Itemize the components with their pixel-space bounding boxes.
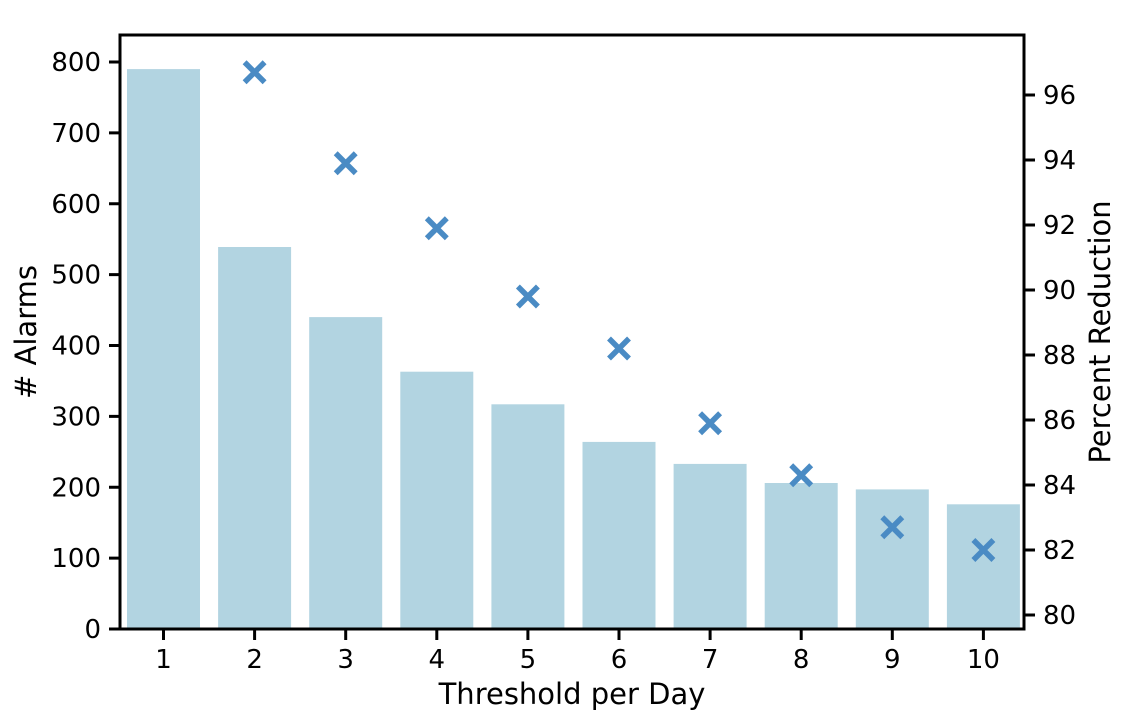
x-axis-tick-label: 4 bbox=[429, 645, 446, 675]
alarms-bars-layer bbox=[127, 69, 1020, 630]
percent-reduction-marker bbox=[789, 463, 814, 488]
percent-reduction-marker bbox=[607, 336, 631, 361]
percent-reduction-marker bbox=[242, 60, 267, 85]
plot-frame bbox=[118, 33, 1026, 631]
right-axis-tick-label: 90 bbox=[1043, 276, 1076, 306]
percent-reduction-marker bbox=[424, 216, 449, 241]
alarms-bar bbox=[309, 317, 383, 629]
x-axis-tick-label: 3 bbox=[337, 645, 354, 675]
percent-reduction-marker bbox=[971, 538, 996, 562]
left-axis-ticks: 0 100 200 300 400 500 600 700 800 bbox=[51, 48, 120, 645]
x-axis-label: Threshold per Day bbox=[438, 677, 706, 711]
alarms-bar bbox=[764, 483, 838, 629]
x-axis-tick-label: 8 bbox=[793, 645, 810, 675]
left-axis-tick-label: 500 bbox=[51, 261, 101, 291]
alarms-bar bbox=[855, 489, 929, 629]
x-axis-tick-label: 2 bbox=[246, 645, 263, 675]
x-axis-tick-label: 1 bbox=[155, 645, 172, 675]
right-axis-tick-label: 88 bbox=[1043, 341, 1076, 371]
x-axis-tick-label: 7 bbox=[702, 645, 719, 675]
x-axis-tick-label: 10 bbox=[967, 645, 1000, 675]
percent-reduction-marker bbox=[698, 411, 723, 436]
alarms-bar bbox=[400, 371, 474, 629]
percent-reduction-markers-layer bbox=[242, 60, 996, 562]
alarms-bar bbox=[491, 404, 565, 629]
right-y-axis-label: Percent Reduction bbox=[1083, 200, 1117, 463]
x-axis-tick-label: 9 bbox=[884, 645, 901, 675]
right-axis-tick-label: 80 bbox=[1043, 601, 1076, 631]
percent-reduction-marker bbox=[515, 284, 540, 309]
left-axis-tick-label: 0 bbox=[84, 615, 101, 645]
alarms-bar bbox=[582, 441, 656, 629]
percent-reduction-marker bbox=[333, 151, 358, 176]
x-axis-tick-label: 5 bbox=[520, 645, 537, 675]
left-y-axis-label: # Alarms bbox=[9, 265, 43, 399]
right-axis-tick-label: 96 bbox=[1043, 81, 1076, 111]
alarms-bar bbox=[946, 504, 1020, 629]
left-axis-tick-label: 200 bbox=[51, 473, 101, 503]
right-axis-tick-label: 94 bbox=[1043, 146, 1076, 176]
alarms-bar bbox=[673, 463, 747, 629]
x-axis-tick-label: 6 bbox=[611, 645, 628, 675]
alarms-bar bbox=[127, 69, 200, 630]
right-axis-tick-label: 82 bbox=[1043, 536, 1076, 566]
left-axis-tick-label: 800 bbox=[51, 48, 101, 78]
percent-reduction-marker bbox=[880, 515, 905, 540]
alarms-bar bbox=[218, 247, 292, 629]
left-axis-tick-label: 400 bbox=[51, 332, 101, 362]
left-axis-tick-label: 700 bbox=[51, 119, 101, 149]
right-axis-ticks: 80 82 84 86 88 90 92 94 96 bbox=[1024, 81, 1076, 631]
left-axis-tick-label: 100 bbox=[51, 544, 101, 574]
left-axis-tick-label: 300 bbox=[51, 402, 101, 432]
right-axis-tick-label: 84 bbox=[1043, 471, 1076, 501]
right-axis-tick-label: 92 bbox=[1043, 211, 1076, 241]
x-axis-ticks: 1 2 3 4 5 6 7 8 9 10 bbox=[155, 629, 1000, 675]
left-axis-tick-label: 600 bbox=[51, 190, 101, 220]
right-axis-tick-label: 86 bbox=[1043, 406, 1076, 436]
